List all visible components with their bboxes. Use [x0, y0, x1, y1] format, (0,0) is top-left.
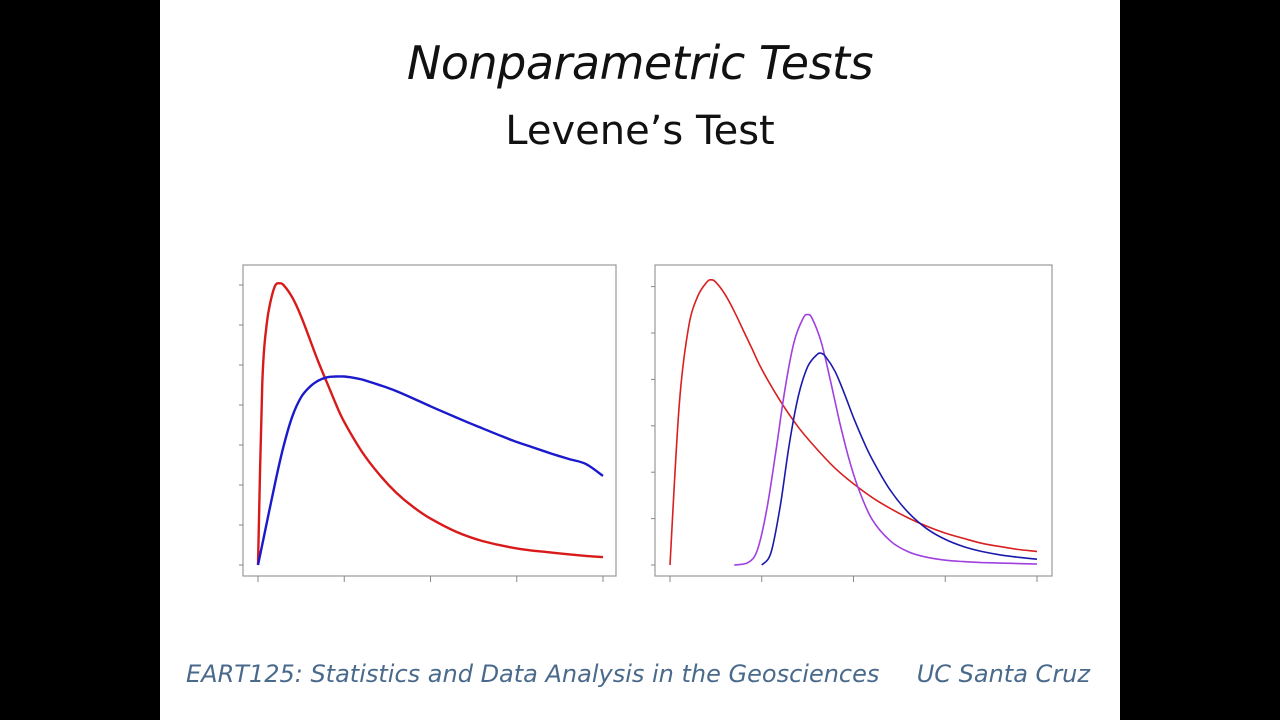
slide-subtitle: Levene’s Test — [505, 108, 775, 154]
right-density-chart — [651, 264, 1053, 582]
series-line-2 — [734, 313, 1038, 566]
left-density-chart — [239, 264, 617, 582]
course-footer: EART125: Statistics and Data Analysis in… — [186, 660, 880, 688]
series-line-2 — [256, 375, 604, 566]
series-line-1 — [256, 282, 604, 566]
plot-frame — [242, 264, 617, 577]
plot-frame — [654, 264, 1053, 577]
series-line-3 — [761, 352, 1038, 566]
institution-footer: UC Santa Cruz — [916, 660, 1090, 688]
slide: Nonparametric Tests Levene’s Test EART12… — [160, 0, 1120, 720]
slide-title: Nonparametric Tests — [406, 36, 874, 90]
series-line-1 — [669, 278, 1038, 566]
